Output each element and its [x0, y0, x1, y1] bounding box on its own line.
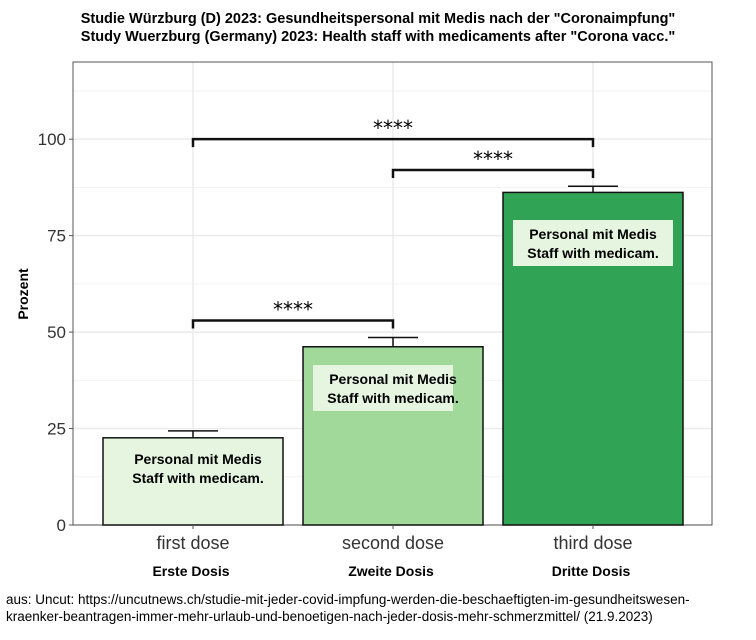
significance-bracket [191, 319, 395, 329]
x-sublabel: Erste Dosis [152, 563, 229, 579]
x-sublabel: Zweite Dosis [348, 563, 434, 579]
y-tick-label: 100 [38, 130, 66, 149]
source-line-2: kraenker-beantragen-immer-mehr-urlaub-un… [6, 609, 653, 624]
x-tick-label: third dose [553, 533, 632, 553]
bar-label-de: Personal mit Medis [329, 371, 457, 387]
y-tick-label: 75 [47, 227, 66, 246]
y-tick-label: 0 [57, 516, 66, 535]
bar-label-box [118, 445, 278, 491]
significance-stars: **** [273, 298, 313, 322]
y-tick-label: 50 [47, 323, 66, 342]
bar-label-en: Staff with medicam. [132, 470, 263, 486]
bar-chart: 0 25 50 75 100 Prozent Personal mit Medis Staff… [15, 61, 713, 579]
x-tick-label: first dose [156, 533, 229, 553]
significance-bracket [391, 168, 595, 179]
bar-label-de: Personal mit Medis [529, 226, 657, 242]
bar-label-en: Staff with medicam. [327, 390, 458, 406]
significance-stars: **** [373, 116, 413, 140]
bar-label-de: Personal mit Medis [134, 451, 262, 467]
x-sublabel: Dritte Dosis [552, 563, 631, 579]
y-tick-label: 25 [47, 420, 66, 439]
significance-bracket [191, 137, 595, 148]
source-line-1: aus: Uncut: https://uncutnews.ch/studie-… [6, 592, 690, 607]
significance-stars: **** [473, 147, 513, 171]
chart-title: Studie Würzburg (D) 2023: Gesundheitsper… [80, 11, 676, 27]
bar-label-box [313, 365, 453, 411]
y-axis-label: Prozent [15, 268, 31, 320]
x-tick-label: second dose [342, 533, 444, 553]
bar-label-en: Staff with medicam. [527, 245, 658, 261]
bar-label-box [513, 220, 673, 266]
chart-subtitle: Study Wuerzburg (Germany) 2023: Health s… [80, 29, 676, 45]
